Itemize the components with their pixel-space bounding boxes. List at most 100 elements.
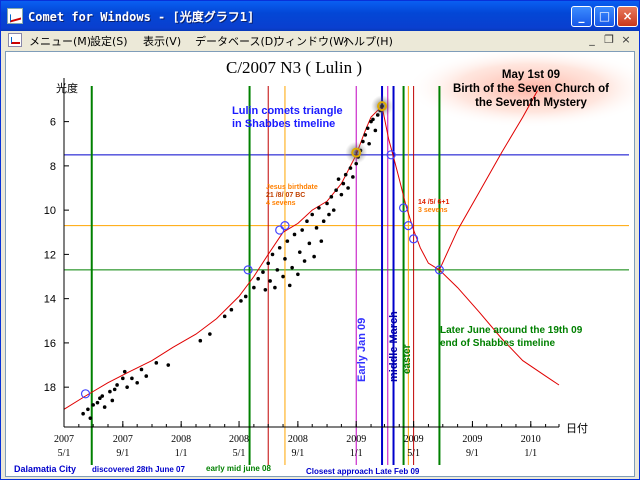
observation-point [135, 380, 139, 385]
observation-point [296, 272, 300, 277]
x-tick-label-year: 2009 [462, 434, 482, 445]
brightness-curve [63, 105, 560, 410]
light-curve-chart: 6 8 10 12 14 16 18 2007 5/1 2007 9/1 2008 1/1 2008 5/1… [14, 52, 634, 476]
observation-point [281, 274, 285, 279]
document-chart-icon[interactable] [8, 33, 22, 47]
chart-panel: 6 8 10 12 14 16 18 2007 5/1 2007 9/1 2008 1/1 2008 5/1… [5, 51, 635, 477]
annotation-date-line2: 3 sevens [418, 207, 448, 214]
menu-item-help[interactable]: ヘルプ(H) [343, 35, 393, 48]
chart-title: C/2007 N3 ( Lulin ) [226, 58, 362, 77]
annotation-jesus-line3: 4 sevens [266, 200, 296, 207]
observation-point [86, 407, 90, 412]
observation-point [98, 396, 102, 401]
mdi-close-button[interactable]: × [621, 33, 631, 46]
observation-point [263, 288, 268, 292]
observation-point [325, 201, 329, 206]
menu-item-view[interactable]: 表示(V) [143, 35, 182, 48]
observation-point [297, 250, 302, 254]
app-chart-icon[interactable] [7, 8, 23, 24]
annotation-date-line1: 14 /5/ 6+1 [418, 199, 449, 206]
observation-point [361, 139, 365, 144]
observation-point [365, 126, 370, 131]
title-bar[interactable]: Comet for Windows - [光度グラフ1] _ □ × [1, 1, 639, 31]
observation-point [88, 416, 93, 420]
highlight-glow [345, 141, 368, 164]
observation-point [110, 398, 115, 403]
observation-point [102, 405, 107, 409]
annotation-dalamatia: Dalamatia City [14, 464, 76, 474]
x-tick-label-date: 9/1 [116, 448, 129, 459]
observation-point [268, 279, 272, 283]
observation-point [343, 172, 348, 177]
observation-point [319, 239, 324, 243]
highlight-glow [371, 95, 394, 118]
observation-point [198, 338, 203, 343]
x-tick-label-year: 2009 [346, 434, 366, 445]
x-tick-label-year: 2007 [54, 434, 74, 445]
observation-point [100, 394, 105, 398]
x-tick-label-year: 2008 [288, 434, 308, 445]
observation-point [121, 376, 125, 381]
observation-point [331, 208, 336, 212]
observation-point [283, 257, 287, 261]
observation-point [125, 385, 129, 389]
observation-point [351, 175, 355, 179]
circled-point [275, 225, 285, 235]
observation-point [208, 332, 212, 336]
observation-point [287, 283, 292, 288]
x-tick-label-date: 5/1 [58, 448, 71, 459]
annotation-birth-line2: Birth of the Seven Church of [453, 83, 609, 95]
observation-point [243, 294, 248, 299]
observation-point [307, 241, 312, 246]
highlight-point [351, 147, 362, 158]
x-axis-label: 日付 [566, 422, 588, 435]
annotation-early-jan: Early Jan 09 [356, 318, 368, 382]
observation-point [367, 141, 371, 146]
maximize-button[interactable]: □ [594, 6, 615, 27]
observation-point [115, 383, 119, 387]
observation-point [122, 369, 127, 374]
x-tick-label-date: 1/1 [175, 448, 188, 459]
circled-point [403, 221, 413, 231]
x-tick-label-year: 2008 [171, 434, 191, 445]
minimize-button[interactable]: _ [571, 6, 592, 27]
annotation-triangle-line1: Lulin comets triangle [232, 105, 343, 117]
menu-item-settings[interactable]: 設定(S) [90, 35, 128, 48]
menu-item-menu[interactable]: メニュー(M) [29, 35, 92, 48]
mdi-minimize-button[interactable]: _ [589, 33, 595, 46]
observation-point [336, 177, 341, 181]
annotation-early-mid-june: early mid june 08 [206, 464, 271, 473]
observation-point [317, 206, 321, 210]
circled-point [280, 221, 290, 231]
annotation-triangle-line2: in Shabbes timeline [232, 118, 335, 130]
annotation-jesus-line2: 21 /8/ 07 BC [266, 192, 305, 199]
upper-curve [438, 90, 538, 271]
x-tick-label-date: 9/1 [466, 448, 479, 459]
x-tick-label-year: 2009 [404, 434, 424, 445]
close-button[interactable]: × [617, 6, 638, 27]
menu-item-window[interactable]: ウィンドウ(W) [274, 35, 349, 48]
annotation-closest-approach: Closest approach Late Feb 09 [306, 467, 420, 476]
circled-point [434, 265, 445, 275]
observation-point [363, 133, 368, 137]
circled-point [80, 389, 91, 399]
observation-point [108, 389, 112, 394]
y-axis-label: 光度 [56, 81, 78, 95]
observation-point [270, 252, 275, 257]
x-tick-label-year: 2008 [229, 434, 249, 445]
mdi-restore-button[interactable]: ❐ [604, 33, 614, 46]
observation-point [277, 245, 282, 250]
menu-item-database[interactable]: データベース(D) [195, 35, 278, 48]
annotation-later-june-line1: Later June around the 19th 09 [440, 325, 583, 336]
observation-point [310, 212, 315, 217]
observation-point [346, 186, 350, 190]
observation-point [302, 259, 307, 263]
observation-point [341, 181, 346, 186]
annotation-birth-line3: the Seventh Mystery [475, 97, 587, 109]
x-tick-label-date: 5/1 [233, 448, 246, 459]
annotation-glow [406, 52, 634, 128]
x-tick-label-date: 1/1 [350, 448, 363, 459]
observation-point [348, 166, 353, 170]
observation-point [371, 117, 375, 122]
